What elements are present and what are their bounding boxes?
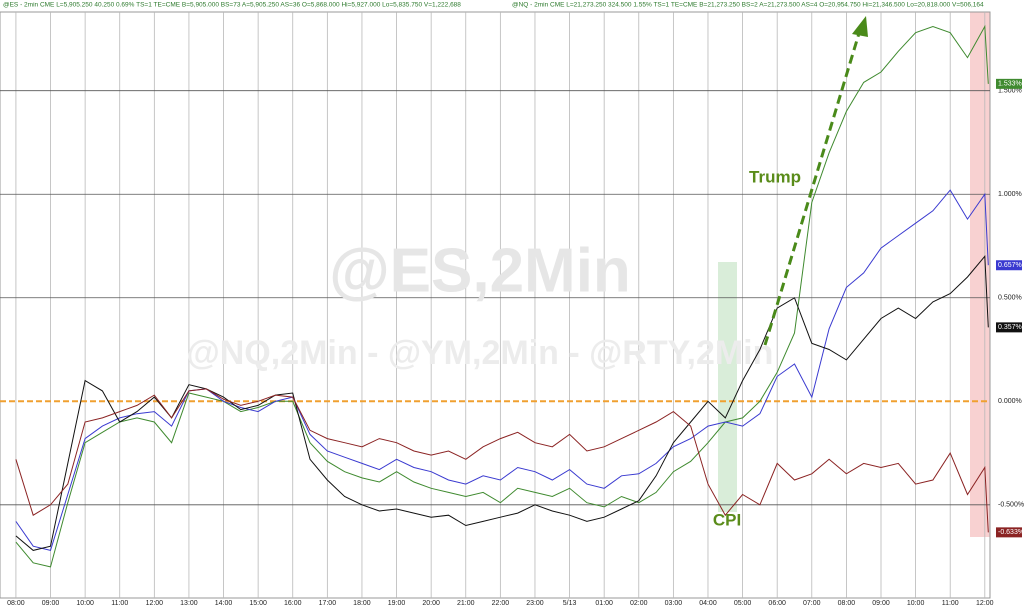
x-tick-label: 12:00 (146, 600, 164, 607)
header-right: @NQ - 2min CME L=21,273.250 324.500 1.55… (512, 2, 984, 9)
series-line (15, 254, 989, 551)
arrow-head (852, 16, 868, 37)
trump-arrow (763, 29, 862, 346)
x-tick-label: 12:00 (976, 600, 994, 607)
series-line (15, 388, 989, 533)
x-tick-label: 04:00 (699, 600, 717, 607)
x-tick-label: 08:00 (7, 600, 25, 607)
series-line (15, 24, 989, 568)
x-tick-label: 17:00 (319, 600, 337, 607)
annotation: CPI (713, 510, 741, 529)
x-tick-label: 11:00 (111, 600, 128, 607)
x-tick-label: 08:00 (838, 600, 856, 607)
x-tick-label: 14:00 (215, 600, 233, 607)
header-left: @ES - 2min CME L=5,905.250 40.250 0.69% … (3, 2, 461, 9)
end-label: -0.633% (998, 529, 1024, 536)
y-tick-label: 0.000% (998, 398, 1022, 405)
x-tick-label: 11:00 (942, 600, 959, 607)
y-tick-label: 1.000% (998, 191, 1022, 198)
x-tick-label: 19:00 (388, 600, 406, 607)
x-tick-label: 18:00 (353, 600, 371, 607)
plot-frame (0, 11, 991, 599)
cpi-band (718, 262, 737, 512)
end-label: 1.533% (998, 81, 1022, 88)
x-tick-label: 5/13 (563, 600, 577, 607)
y-tick-label: 1.500% (998, 88, 1022, 95)
sub-watermark: @NQ,2Min - @YM,2Min - @RTY,2Min (187, 334, 774, 372)
x-tick-label: 03:00 (665, 600, 683, 607)
annotation: Trump (749, 167, 801, 186)
end-label: 0.657% (998, 262, 1022, 269)
x-tick-label: 13:00 (180, 600, 198, 607)
x-tick-label: 15:00 (249, 600, 267, 607)
lines (0, 24, 990, 568)
x-tick-label: 06:00 (768, 600, 786, 607)
x-tick-label: 09:00 (872, 600, 890, 607)
y-tick-label: 0.500% (998, 295, 1022, 302)
x-tick-label: 20:00 (422, 600, 440, 607)
watermark: @ES,2Min (329, 236, 631, 305)
x-tick-label: 23:00 (526, 600, 544, 607)
x-tick-label: 09:00 (42, 600, 60, 607)
x-tick-label: 10:00 (76, 600, 94, 607)
end-label-box (996, 527, 1022, 538)
end-label: 0.357% (998, 324, 1022, 331)
x-tick-label: 07:00 (803, 600, 821, 607)
y-tick-label: -0.500% (998, 502, 1024, 509)
x-tick-label: 05:00 (734, 600, 752, 607)
x-tick-label: 22:00 (492, 600, 510, 607)
series-line (15, 189, 989, 551)
end-label-box (996, 260, 1022, 271)
x-tick-label: 21:00 (457, 600, 475, 607)
x-tick-label: 01:00 (595, 600, 613, 607)
x-tick-label: 16:00 (284, 600, 302, 607)
end-label-box (996, 78, 1022, 89)
end-label-box (996, 322, 1022, 333)
x-tick-label: 02:00 (630, 600, 648, 607)
x-tick-label: 10:00 (907, 600, 925, 607)
